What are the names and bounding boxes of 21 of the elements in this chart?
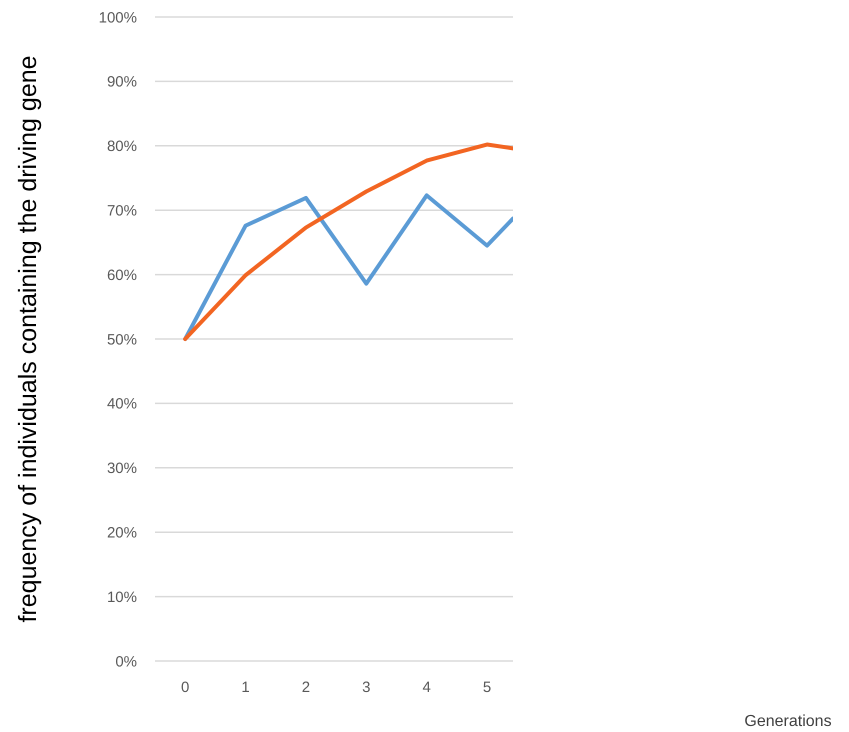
y-axis-title: frequency of individuals containing the driving gene — [14, 55, 42, 623]
x-tick-label: 4 — [422, 679, 431, 696]
y-tick-label: 20% — [106, 524, 137, 542]
y-tick-label: 40% — [106, 396, 137, 413]
x-tick-label: 3 — [362, 679, 370, 696]
y-tick-label: 30% — [106, 460, 137, 478]
text: Generations — [744, 713, 832, 730]
line-series — [183, 193, 513, 341]
y-tick-label: 60% — [106, 266, 137, 284]
x-tick-label: 1 — [241, 679, 250, 696]
x-tick-label: 0 — [181, 679, 190, 696]
y-tick-label: 70% — [106, 202, 137, 220]
y-tick-label: 100% — [98, 9, 137, 26]
x-tick-label: 5 — [482, 679, 492, 696]
y-tick-label: 0% — [115, 653, 137, 670]
y-tick-label: 50% — [106, 331, 137, 348]
y-tick-label: 80% — [106, 138, 137, 156]
line-series — [183, 142, 513, 341]
y-tick-label: 10% — [106, 588, 137, 606]
x-tick-label: 2 — [302, 679, 310, 696]
y-tick-label: 90% — [106, 74, 137, 91]
